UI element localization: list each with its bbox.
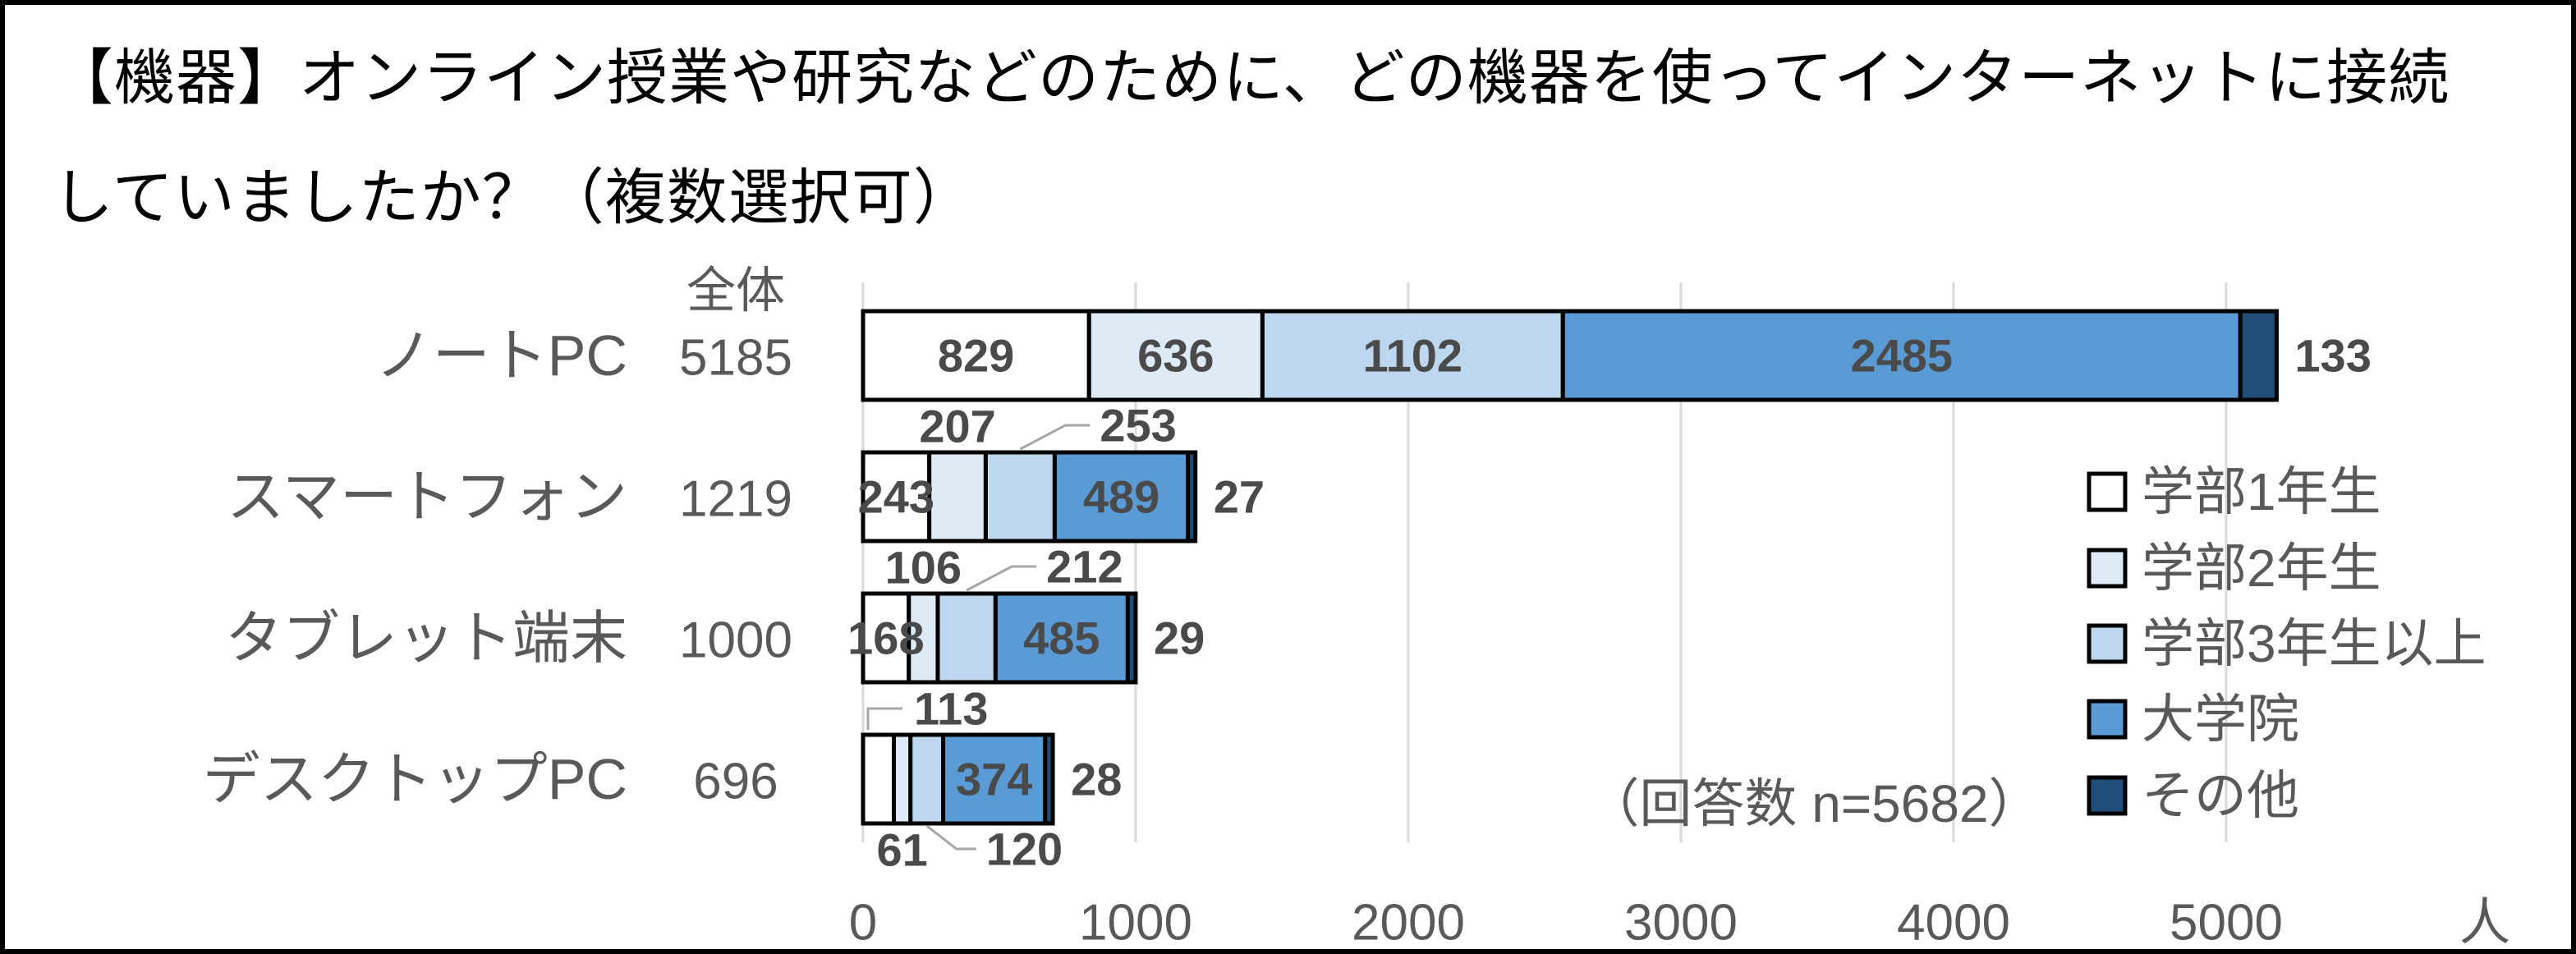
x-axis-tick-label: 2000 [1352, 895, 1465, 952]
leader-line [925, 824, 976, 851]
stacked-bar-chart: 829 636 1102 2485 133 243 207 253 489 27 168 106 212… [203, 264, 2510, 952]
segment-value-label: 207 [919, 401, 995, 452]
legend-swatch [2087, 548, 2128, 589]
bar-segment [927, 450, 988, 544]
x-axis-tick-label: 3000 [1624, 895, 1738, 952]
segment-value-label: 168 [847, 612, 924, 664]
legend-swatch [2087, 623, 2128, 664]
bar-segment [861, 732, 897, 826]
segment-value-label: 113 [914, 683, 988, 735]
segment-value-label: 61 [876, 824, 927, 876]
x-axis-tick-label: 0 [849, 895, 877, 952]
segment-value-label: 253 [1100, 400, 1176, 452]
bar-segment [941, 732, 1048, 826]
segment-value-label: 1102 [1363, 330, 1463, 382]
category-label: デスクトップPC [203, 747, 627, 811]
segment-value-label: 212 [1046, 541, 1123, 593]
segment-value-label: 2485 [1850, 330, 1953, 382]
legend-label: 学部2年生 [2142, 539, 2381, 598]
legend-swatch [2087, 699, 2128, 740]
legend-swatch [2087, 471, 2128, 512]
leader-line [966, 565, 1037, 592]
category-total: 696 [693, 754, 778, 810]
segment-value-label: 120 [986, 823, 1063, 875]
category-total: 5185 [679, 330, 792, 387]
response-count-annotation: （回答数 n=5682） [1586, 774, 2041, 833]
chart-title: 【機器】オンライン授業や研究などのために、どの機器を使ってインターネットに接続 … [53, 18, 2450, 258]
category-total: 1219 [679, 471, 792, 528]
x-axis-tick-label: 1000 [1079, 895, 1192, 952]
x-axis-unit-label: 人 [2459, 895, 2510, 952]
bar-segment [935, 591, 998, 685]
bar-segment [1260, 309, 1565, 402]
category-label: ノートPC [375, 323, 627, 388]
bar-segment [1186, 450, 1198, 544]
bar-segment [1125, 591, 1138, 685]
bar-segment [993, 591, 1130, 685]
category-total: 1000 [679, 612, 792, 669]
chart-title-line2: していましたか？（複数選択可） [53, 163, 975, 232]
segment-value-label: 133 [2294, 330, 2371, 382]
x-axis-tick-label: 5000 [2170, 895, 2283, 952]
bar-segment [1052, 450, 1191, 544]
segment-value-label: 374 [956, 754, 1032, 805]
legend-swatch [2087, 775, 2128, 816]
legend-label: 学部1年生 [2142, 462, 2381, 521]
legend-label: 学部3年生以上 [2142, 614, 2486, 673]
bar-segment [2238, 309, 2279, 402]
bar-segment [861, 591, 911, 685]
segment-value-label: 489 [1083, 471, 1159, 523]
leader-line [1019, 424, 1091, 451]
bar-segment [1560, 309, 2243, 402]
bar-segment [861, 450, 932, 544]
segment-value-label: 829 [938, 330, 1014, 382]
segment-value-label: 485 [1023, 612, 1100, 664]
total-column-header: 全体 [686, 264, 785, 319]
segment-value-label: 29 [1154, 612, 1205, 664]
bar-segment [1043, 732, 1055, 826]
bar-segment [861, 309, 1091, 402]
legend-label: 大学院 [2142, 690, 2299, 749]
segment-value-label: 243 [858, 471, 934, 523]
bar-segment [892, 732, 913, 826]
legend-label: その他 [2142, 766, 2299, 825]
category-label: スマートフォン [227, 465, 627, 529]
segment-value-label: 27 [1214, 471, 1265, 523]
segment-value-label: 636 [1137, 330, 1214, 382]
bar-segment [1086, 309, 1265, 402]
bar-segment [908, 732, 946, 826]
chart-title-line1: 【機器】オンライン授業や研究などのために、どの機器を使ってインターネットに接続 [53, 44, 2450, 112]
segment-value-label: 106 [885, 542, 962, 594]
bar-segment [983, 450, 1057, 544]
segment-value-label: 28 [1071, 754, 1122, 805]
category-label: タブレット端末 [225, 606, 627, 670]
x-axis-tick-label: 4000 [1897, 895, 2010, 952]
leader-line [866, 707, 902, 730]
